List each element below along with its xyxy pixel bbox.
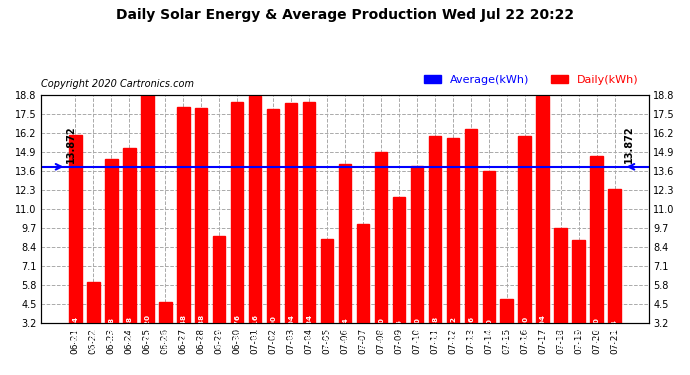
Text: 16.064: 16.064 <box>72 316 79 344</box>
Bar <box>411 166 423 370</box>
Text: 15.960: 15.960 <box>522 316 528 344</box>
Bar <box>339 164 351 370</box>
Bar <box>518 136 531 370</box>
Legend: Average(kWh), Daily(kWh): Average(kWh), Daily(kWh) <box>420 70 643 90</box>
Bar <box>464 129 477 370</box>
Text: Copyright 2020 Cartronics.com: Copyright 2020 Cartronics.com <box>41 79 195 89</box>
Bar <box>500 298 513 370</box>
Text: 18.704: 18.704 <box>540 314 546 342</box>
Bar <box>231 102 244 370</box>
Bar <box>573 240 585 370</box>
Text: 15.148: 15.148 <box>126 316 132 345</box>
Text: 9.136: 9.136 <box>216 326 222 349</box>
Text: 15.872: 15.872 <box>450 316 456 344</box>
Bar <box>87 282 99 370</box>
Text: 16.456: 16.456 <box>468 315 474 344</box>
Text: 8.876: 8.876 <box>575 326 582 349</box>
Text: 17.888: 17.888 <box>198 314 204 342</box>
Bar <box>141 94 154 370</box>
Text: 13.600: 13.600 <box>486 318 492 346</box>
Text: 8.952: 8.952 <box>324 326 330 349</box>
Text: 14.900: 14.900 <box>378 317 384 345</box>
Bar <box>609 189 621 370</box>
Text: 17.948: 17.948 <box>180 314 186 342</box>
Text: 4.852: 4.852 <box>504 329 510 352</box>
Bar <box>213 236 226 370</box>
Bar <box>69 135 81 370</box>
Bar <box>428 136 441 370</box>
Text: 14.620: 14.620 <box>593 317 600 345</box>
Text: Daily Solar Energy & Average Production Wed Jul 22 20:22: Daily Solar Energy & Average Production … <box>116 8 574 21</box>
Text: 18.716: 18.716 <box>252 314 258 342</box>
Bar <box>177 107 190 370</box>
Bar <box>482 171 495 370</box>
Text: 9.960: 9.960 <box>360 325 366 348</box>
Bar <box>123 148 136 370</box>
Text: 4.608: 4.608 <box>162 329 168 352</box>
Text: 12.344: 12.344 <box>611 319 618 346</box>
Bar <box>357 224 369 370</box>
Bar <box>446 138 459 370</box>
Text: 15.948: 15.948 <box>432 316 438 344</box>
Bar <box>375 152 387 370</box>
Bar <box>195 108 208 370</box>
Text: 11.776: 11.776 <box>396 319 402 347</box>
Text: 18.204: 18.204 <box>288 314 294 342</box>
Text: 9.696: 9.696 <box>558 325 564 348</box>
Bar <box>105 159 117 370</box>
Bar <box>249 96 262 370</box>
Text: 17.800: 17.800 <box>270 315 276 342</box>
Bar <box>591 156 603 370</box>
Bar <box>303 102 315 370</box>
Text: 18.820: 18.820 <box>144 314 150 342</box>
Text: 13.872: 13.872 <box>66 126 77 163</box>
Bar <box>159 302 172 370</box>
Text: 14.044: 14.044 <box>342 318 348 345</box>
Text: 6.002: 6.002 <box>90 328 97 351</box>
Text: 18.284: 18.284 <box>306 314 312 342</box>
Bar <box>536 96 549 370</box>
Bar <box>321 239 333 370</box>
Bar <box>554 228 567 370</box>
Text: 13.940: 13.940 <box>414 318 420 345</box>
Text: 14.388: 14.388 <box>108 317 115 345</box>
Bar <box>393 197 405 370</box>
Text: 13.872: 13.872 <box>624 126 633 163</box>
Bar <box>267 110 279 370</box>
Bar <box>285 104 297 370</box>
Text: 18.276: 18.276 <box>234 314 240 342</box>
